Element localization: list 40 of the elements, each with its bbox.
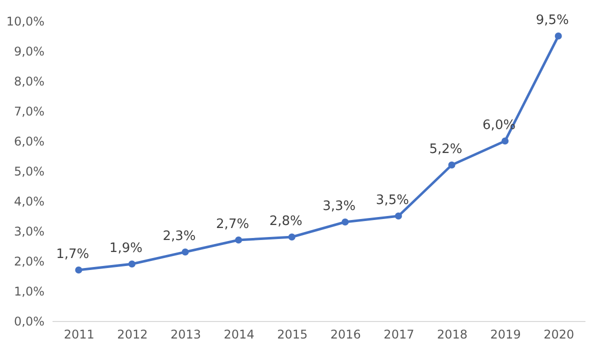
y-tick-label: 3,0% — [14, 224, 44, 238]
point — [502, 137, 509, 145]
y-tick-label: 4,0% — [14, 194, 44, 208]
y-tick-label: 2,0% — [14, 254, 44, 268]
y-tick-label: 8,0% — [14, 74, 44, 88]
x-tick-label: 2019 — [490, 328, 521, 342]
data-label: 3,3% — [322, 199, 356, 214]
data-label: 5,2% — [429, 142, 462, 157]
point — [448, 161, 456, 169]
y-tick-label: 0,0% — [14, 314, 44, 328]
x-tick-label: 2012 — [117, 328, 148, 342]
x-tick-label: 2018 — [436, 328, 468, 342]
x-tick-label: 2014 — [224, 328, 254, 342]
data-label: 3,5% — [376, 193, 409, 208]
point — [182, 248, 189, 256]
point — [128, 260, 136, 268]
point — [288, 233, 296, 241]
data-label: 2,8% — [269, 214, 302, 229]
data-label: 2,3% — [162, 229, 196, 244]
x-tick-label: 2017 — [384, 328, 414, 342]
x-tick-label: 2015 — [277, 328, 308, 342]
y-tick-label: 9,0% — [14, 44, 44, 58]
y-tick-label: 7,0% — [14, 104, 44, 118]
y-tick-label: 5,0% — [14, 164, 44, 178]
data-label: 9,5% — [536, 13, 569, 28]
x-tick-label: 2013 — [170, 328, 202, 342]
data-label: 2,7% — [216, 217, 250, 232]
y-tick-label: 1,0% — [14, 284, 44, 298]
y-tick-label: 10,0% — [6, 14, 44, 28]
point — [235, 236, 242, 244]
y-tick-label: 6,0% — [14, 134, 44, 148]
x-tick-label: 2020 — [544, 328, 574, 342]
point — [394, 212, 402, 220]
data-label: 1,9% — [109, 241, 142, 256]
data-label: 1,7% — [56, 247, 90, 262]
point — [342, 218, 349, 226]
x-tick-label: 2016 — [330, 328, 361, 342]
point — [554, 32, 562, 40]
x-tick-label: 2011 — [64, 328, 94, 342]
point — [75, 266, 82, 274]
